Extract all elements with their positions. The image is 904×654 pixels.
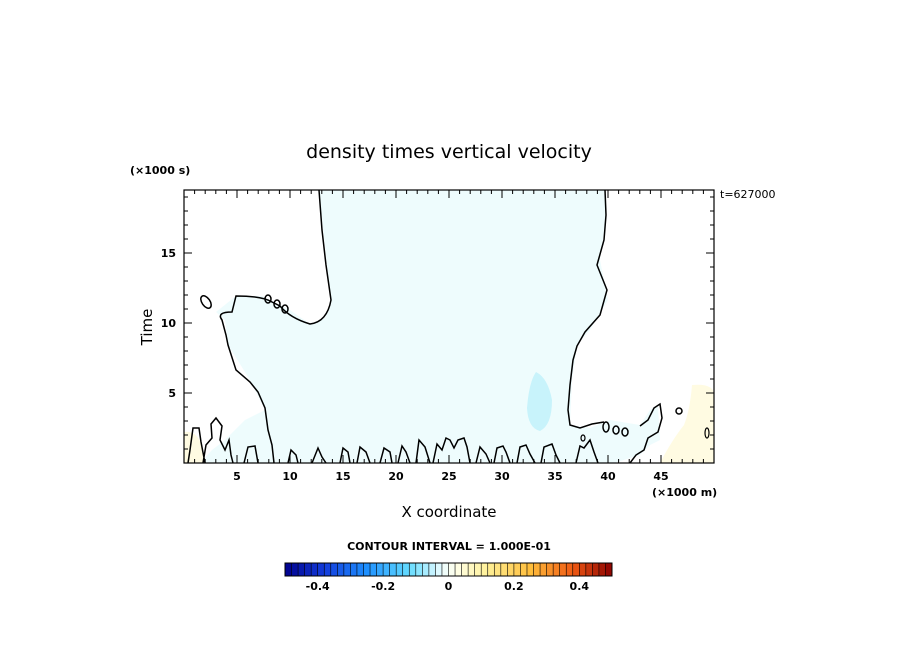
colorbar-swatch: [330, 563, 338, 576]
negative-field-region: [200, 190, 660, 463]
colorbar-swatch: [363, 563, 371, 576]
contour-island: [264, 294, 272, 304]
colorbar-swatch: [383, 563, 390, 576]
plot-area: [184, 189, 714, 464]
colorbar-swatch: [474, 563, 482, 576]
colorbar-swatch: [520, 563, 528, 576]
y-tick-label: 5: [168, 387, 176, 400]
colorbar: [284, 562, 613, 577]
colorbar-tick-label: 0.2: [504, 580, 524, 593]
colorbar-swatch: [487, 563, 495, 576]
x-tick-label: 35: [547, 470, 562, 483]
colorbar-swatch: [546, 563, 554, 576]
x-tick-label: 30: [494, 470, 510, 483]
colorbar-swatch: [500, 563, 508, 576]
colorbar-swatch: [513, 563, 521, 576]
contour-island: [281, 304, 289, 314]
x-tick-label: 45: [653, 470, 668, 483]
colorbar-swatch: [415, 563, 423, 576]
colorbar-tick-label: 0.4: [570, 580, 590, 593]
colorbar-swatch: [481, 563, 489, 576]
colorbar-swatch: [559, 563, 567, 576]
y-unit-label: (×1000 s): [130, 164, 190, 177]
colorbar-frame: [284, 562, 613, 577]
colorbar-swatch: [389, 563, 397, 576]
colorbar-swatch: [507, 563, 515, 576]
contour-island: [200, 295, 212, 309]
colorbar-swatch: [370, 563, 377, 576]
colorbar-swatch: [428, 563, 436, 576]
contour-line-right: [567, 189, 608, 429]
colorbar-swatch: [585, 563, 593, 576]
contour-island: [273, 299, 281, 309]
contour-island: [612, 425, 620, 435]
colorbar-swatch: [285, 563, 292, 576]
contour-island: [602, 421, 610, 433]
x-tick-label: 40: [600, 470, 616, 483]
colorbar-swatch: [350, 563, 358, 576]
colorbar-swatch: [402, 563, 410, 576]
colorbar-swatch: [605, 563, 613, 576]
colorbar-swatch: [566, 563, 574, 576]
colorbar-swatch: [356, 563, 364, 576]
colorbar-swatch: [592, 563, 600, 576]
colorbar-ticks: -0.4 -0.2 0 0.2 0.4: [306, 580, 590, 593]
y-tick-label: 10: [161, 317, 177, 330]
colorbar-swatch: [422, 563, 430, 576]
contour-island: [621, 427, 629, 437]
colorbar-swatch: [572, 563, 580, 576]
x-tick-label: 10: [282, 470, 298, 483]
colorbar-swatch: [298, 563, 305, 576]
contour-island: [580, 434, 586, 442]
colorbar-swatch: [461, 563, 469, 576]
colorbar-swatch: [311, 563, 318, 576]
colorbar-swatch: [533, 563, 541, 576]
colorbar-tick-label: 0: [445, 580, 453, 593]
colorbar-swatch: [540, 563, 547, 576]
colorbar-swatch: [579, 563, 587, 576]
colorbar-swatch: [291, 563, 299, 576]
colorbar-tick-label: -0.2: [371, 580, 395, 593]
contour-line-right-lower: [629, 402, 663, 464]
y-axis-label: Time: [138, 309, 156, 347]
contour-bottom-noise: [187, 416, 599, 464]
x-unit-label: (×1000 m): [652, 486, 717, 499]
y-axis: 5 10 15: [161, 196, 714, 450]
timestamp-label: t=627000: [720, 188, 776, 201]
x-axis: 5 10 15 20 25 30 35 40 45: [194, 190, 704, 483]
colorbar-swatch: [526, 563, 534, 576]
positive-region-right: [660, 384, 714, 463]
colorbar-swatch: [494, 563, 502, 576]
colorbar-swatch: [304, 563, 312, 576]
x-axis-label: X coordinate: [401, 503, 496, 521]
colorbar-swatch: [468, 563, 475, 576]
x-tick-label: 5: [233, 470, 241, 483]
x-tick-label: 20: [388, 470, 404, 483]
chart-title: density times vertical velocity: [306, 141, 592, 163]
colorbar-swatch: [435, 563, 443, 576]
colorbar-swatch: [396, 563, 404, 576]
contour-interval-label: CONTOUR INTERVAL = 1.000E-01: [347, 540, 551, 553]
colorbar-swatch: [455, 563, 462, 576]
colorbar-swatch: [343, 563, 351, 576]
colorbar-swatch: [553, 563, 560, 576]
colorbar-swatch: [598, 563, 606, 576]
colorbar-swatch: [409, 563, 417, 576]
y-tick-label: 15: [161, 247, 176, 260]
colorbar-tick-label: -0.4: [306, 580, 330, 593]
colorbar-swatch: [448, 563, 456, 576]
x-tick-label: 25: [441, 470, 456, 483]
colorbar-swatch: [441, 563, 449, 576]
negative-blob: [527, 372, 552, 431]
colorbar-swatch: [376, 563, 384, 576]
contour-island: [675, 407, 683, 415]
contour-island: [704, 427, 710, 439]
colorbar-swatch: [337, 563, 345, 576]
x-tick-label: 15: [335, 470, 350, 483]
colorbar-swatch: [324, 563, 332, 576]
contour-line-left: [219, 189, 332, 464]
colorbar-swatch: [317, 563, 325, 576]
